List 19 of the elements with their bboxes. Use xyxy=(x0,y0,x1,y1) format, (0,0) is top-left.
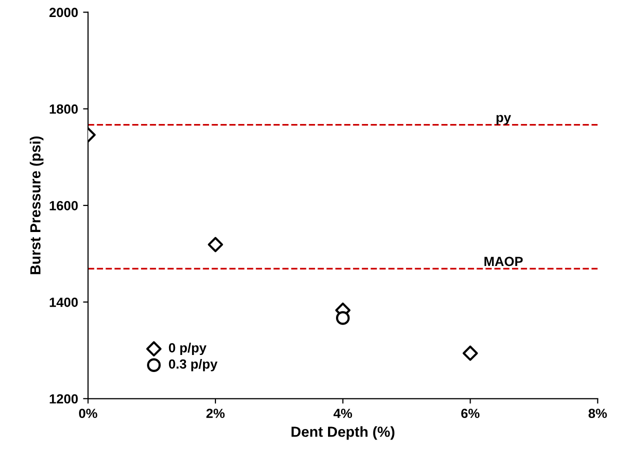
point xyxy=(462,346,478,361)
y-tick-label: 1400 xyxy=(50,298,78,307)
x-tick-label: 8% xyxy=(588,408,607,418)
x-tick-label: 2% xyxy=(206,408,225,418)
y-tick-label: 2000 xyxy=(49,8,78,18)
legend-label: 0.3 p/py xyxy=(168,359,218,372)
point xyxy=(336,311,350,325)
y-axis-title: Burst Pressure (psi) xyxy=(30,136,44,274)
ref-line-label: py xyxy=(496,114,512,125)
x-axis-title: Dent Depth (%) xyxy=(292,426,394,440)
point xyxy=(208,236,224,252)
y-tick-label: 1800 xyxy=(50,104,78,114)
x-tick-label: 4% xyxy=(334,408,352,418)
legend-label: 0 p/py xyxy=(168,342,206,356)
y-tick-label: 1200 xyxy=(50,394,78,404)
x-tick-label: 6% xyxy=(461,408,480,418)
ref-line-label: MAOP xyxy=(484,256,523,266)
y-tick-label: 1600 xyxy=(50,201,78,210)
x-tick-label: 0% xyxy=(79,408,98,418)
